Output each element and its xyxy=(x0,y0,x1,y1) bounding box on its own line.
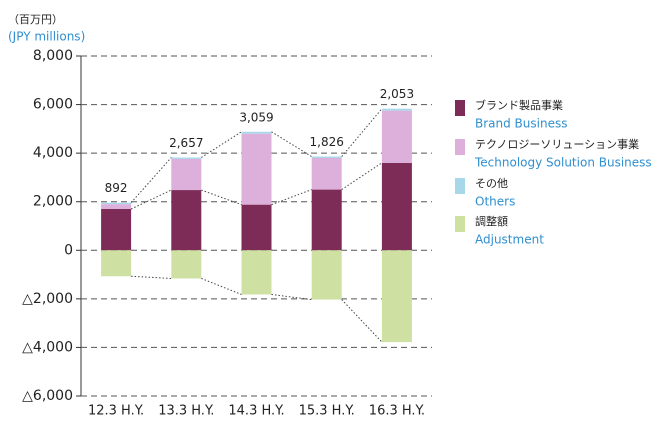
y-tick-label: 8,000 xyxy=(33,48,73,64)
bar-segment xyxy=(381,162,412,251)
legend-label: テクノロジーソリューション事業 xyxy=(475,138,639,151)
bar-segment xyxy=(241,133,272,205)
bar-segment xyxy=(101,204,132,209)
bar-segment xyxy=(171,157,202,159)
total-label: 1,826 xyxy=(310,135,344,149)
legend-label: その他 xyxy=(475,177,508,190)
bar-segment xyxy=(311,158,342,190)
connector xyxy=(201,131,242,158)
x-tick-label: 15.3 H.Y. xyxy=(299,404,355,419)
x-tick-label: 14.3 H.Y. xyxy=(228,404,284,419)
unit-label: （百万円） xyxy=(8,13,63,26)
bar-segment xyxy=(381,250,412,343)
bar-segment xyxy=(101,202,132,205)
bar-segment xyxy=(241,250,272,295)
x-tick-label: 16.3 H.Y. xyxy=(369,404,425,419)
bar-segment xyxy=(171,250,202,279)
y-tick-label: △2,000 xyxy=(22,291,73,307)
legend-label-en: Brand Business xyxy=(475,117,567,131)
legend-swatch xyxy=(455,139,465,155)
y-tick-label: 0 xyxy=(64,242,73,258)
connector xyxy=(130,189,172,210)
bar-segment xyxy=(101,250,132,277)
total-label: 3,059 xyxy=(239,110,273,124)
y-tick-label: 2,000 xyxy=(33,194,73,210)
connector xyxy=(271,131,312,157)
legend-swatch xyxy=(455,216,465,232)
legend-label-en: Adjustment xyxy=(475,233,544,247)
bar-segment xyxy=(241,204,272,251)
connector xyxy=(131,275,172,279)
legend-swatch xyxy=(455,100,465,116)
legend-swatch xyxy=(455,178,465,194)
connector xyxy=(341,162,383,190)
connector xyxy=(201,277,242,295)
y-tick-label: △6,000 xyxy=(22,388,73,404)
bar-segment xyxy=(241,131,272,134)
legend-label-en: Others xyxy=(475,195,515,209)
y-tick-label: △4,000 xyxy=(22,339,73,355)
legend-label-en: Technology Solution Business xyxy=(474,156,651,170)
legend-label: ブランド製品事業 xyxy=(475,98,563,112)
bar-segment xyxy=(171,158,202,191)
bar-segment xyxy=(311,189,342,251)
bar-segment xyxy=(381,110,412,163)
connector xyxy=(271,189,312,206)
connector xyxy=(130,157,172,204)
x-tick-label: 13.3 H.Y. xyxy=(158,404,214,419)
y-tick-label: 6,000 xyxy=(33,97,73,113)
connector xyxy=(341,108,383,157)
connector xyxy=(341,299,383,343)
legend-label: 調整額 xyxy=(475,214,508,228)
bar-segment xyxy=(101,209,132,251)
x-tick-label: 12.3 H.Y. xyxy=(88,404,144,419)
total-label: 2,657 xyxy=(169,136,203,150)
bar-segment xyxy=(311,250,342,300)
y-tick-label: 4,000 xyxy=(33,145,73,161)
bar-segment xyxy=(381,108,412,111)
total-label: 2,053 xyxy=(380,87,414,101)
bar-segment xyxy=(311,156,342,158)
unit-label-en: (JPY millions) xyxy=(8,30,85,44)
total-label: 892 xyxy=(105,181,128,195)
bar-segment xyxy=(171,190,202,251)
connector xyxy=(201,189,242,206)
